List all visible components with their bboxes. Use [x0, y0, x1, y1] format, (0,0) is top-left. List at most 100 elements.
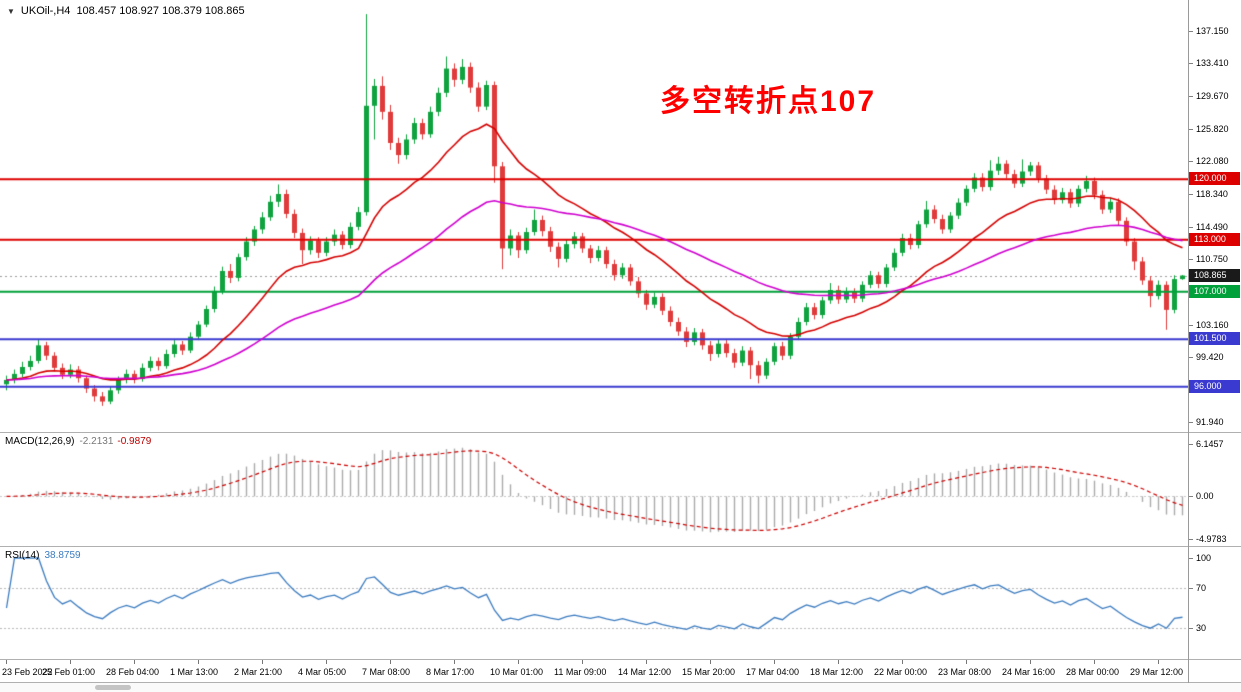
price-axis-label: 103.160: [1196, 320, 1229, 330]
chart-header: ▼ UKOil-,H4 108.457 108.927 108.379 108.…: [7, 5, 245, 17]
time-axis-tick: [646, 660, 647, 664]
price-axis-label: 137.150: [1196, 26, 1229, 36]
time-axis-tick: [326, 660, 327, 664]
time-axis-tick: [774, 660, 775, 664]
panel-separator[interactable]: [0, 546, 1241, 547]
macd-label-row: MACD(12,26,9) -2.2131 -0.9879: [5, 436, 151, 447]
time-axis-tick: [70, 660, 71, 664]
time-axis-tick: [198, 660, 199, 664]
time-axis-label: 29 Mar 12:00: [1130, 667, 1184, 677]
time-axis-label: 22 Mar 00:00: [874, 667, 928, 677]
price-axis-tick: [1189, 325, 1193, 326]
time-axis-label: 1 Mar 13:00: [170, 667, 219, 677]
rsi-axis-label: 30: [1196, 623, 1207, 633]
price-level-badge: 120.000: [1189, 172, 1240, 185]
time-axis-tick: [902, 660, 903, 664]
price-axis-tick: [1189, 96, 1193, 97]
rsi-axis-tick: [1189, 628, 1193, 629]
time-axis-tick: [710, 660, 711, 664]
price-axis-tick: [1189, 31, 1193, 32]
rsi-axis-tick: [1189, 588, 1193, 589]
macd-indicator-name: MACD(12,26,9): [5, 436, 75, 447]
rsi-axis-label: 100: [1196, 553, 1212, 563]
time-axis-label: 28 Mar 00:00: [1066, 667, 1120, 677]
time-axis-tick: [582, 660, 583, 664]
rsi-value: 38.8759: [44, 550, 81, 561]
time-axis-label: 14 Mar 12:00: [618, 667, 672, 677]
price-axis-label: 91.940: [1196, 417, 1224, 427]
price-axis-tick: [1189, 422, 1193, 423]
price-axis[interactable]: 137.150 133.410 129.670 125.820 122.080 118.3…: [1189, 0, 1241, 683]
time-axis-label: 7 Mar 08:00: [362, 667, 411, 677]
price-axis-label: 114.490: [1196, 222, 1228, 232]
macd-axis-tick: [1189, 444, 1193, 445]
ohlc-values: 108.457 108.927 108.379 108.865: [76, 5, 245, 17]
price-axis-tick: [1189, 194, 1193, 195]
macd-axis-label: -4.9783: [1196, 534, 1227, 544]
macd-axis-tick: [1189, 496, 1193, 497]
time-axis-label: 23 Mar 08:00: [938, 667, 992, 677]
price-axis-tick: [1189, 227, 1193, 228]
macd-signal-value: -0.9879: [117, 436, 152, 447]
price-axis-label: 99.420: [1196, 352, 1224, 362]
rsi-indicator-name: RSI(14): [5, 550, 40, 561]
time-axis-label: 15 Mar 20:00: [682, 667, 736, 677]
time-axis-tick: [838, 660, 839, 664]
price-axis-label: 118.340: [1196, 189, 1228, 199]
time-axis-tick: [1094, 660, 1095, 664]
price-axis-label: 122.080: [1196, 156, 1229, 166]
time-axis-tick: [390, 660, 391, 664]
time-axis-tick: [1030, 660, 1031, 664]
time-axis-tick: [1158, 660, 1159, 664]
time-axis-tick: [262, 660, 263, 664]
time-axis-label: 11 Mar 09:00: [554, 667, 607, 677]
price-level-badge: 107.000: [1189, 285, 1240, 298]
macd-axis-label: 0.00: [1196, 491, 1214, 501]
time-axis-label: 25 Feb 01:00: [42, 667, 96, 677]
time-axis-label: 8 Mar 17:00: [426, 667, 475, 677]
time-axis-label: 17 Mar 04:00: [746, 667, 800, 677]
rsi-axis-label: 70: [1196, 583, 1207, 593]
time-axis-tick: [6, 660, 7, 664]
price-axis-tick: [1189, 129, 1193, 130]
panel-separator: [0, 682, 1241, 683]
time-axis-label: 24 Mar 16:00: [1002, 667, 1056, 677]
time-axis-label: 2 Mar 21:00: [234, 667, 283, 677]
current-price-badge: 108.865: [1189, 269, 1240, 282]
one-click-trading-toggle-icon[interactable]: ▼: [7, 6, 15, 16]
main-chart-canvas[interactable]: [0, 0, 1188, 432]
price-axis-tick: [1189, 259, 1193, 260]
macd-main-value: -2.2131: [79, 436, 114, 447]
time-axis-label: 23 Feb 2022: [2, 667, 53, 677]
price-axis-tick: [1189, 161, 1193, 162]
price-axis-label: 129.670: [1196, 91, 1229, 101]
price-level-badge: 113.000: [1189, 233, 1240, 246]
price-axis-tick: [1189, 63, 1193, 64]
time-axis-label: 18 Mar 12:00: [810, 667, 864, 677]
chart-annotation-text[interactable]: 多空转折点107: [660, 85, 877, 118]
macd-axis-tick: [1189, 539, 1193, 540]
panel-separator[interactable]: [0, 659, 1241, 660]
time-axis-tick: [518, 660, 519, 664]
time-axis-tick: [134, 660, 135, 664]
rsi-indicator-canvas[interactable]: [0, 547, 1188, 659]
time-axis-tick: [966, 660, 967, 664]
price-axis-label: 125.820: [1196, 124, 1229, 134]
scrollbar-thumb[interactable]: [95, 685, 131, 690]
price-axis-label: 133.410: [1196, 58, 1229, 68]
price-axis-border: [1188, 0, 1189, 683]
time-axis-tick: [454, 660, 455, 664]
rsi-axis-tick: [1189, 558, 1193, 559]
time-axis[interactable]: 23 Feb 2022 25 Feb 01:00 28 Feb 04:00 1 Mar…: [0, 660, 1188, 682]
rsi-label-row: RSI(14) 38.8759: [5, 550, 81, 561]
macd-indicator-canvas[interactable]: [0, 433, 1188, 546]
price-level-badge: 101.500: [1189, 332, 1240, 345]
price-level-badge: 96.000: [1189, 380, 1240, 393]
panel-separator[interactable]: [0, 432, 1241, 433]
time-axis-label: 4 Mar 05:00: [298, 667, 347, 677]
price-axis-tick: [1189, 357, 1193, 358]
horizontal-scrollbar[interactable]: [0, 683, 1241, 692]
price-axis-label: 110.750: [1196, 254, 1228, 264]
macd-axis-label: 6.1457: [1196, 439, 1224, 449]
